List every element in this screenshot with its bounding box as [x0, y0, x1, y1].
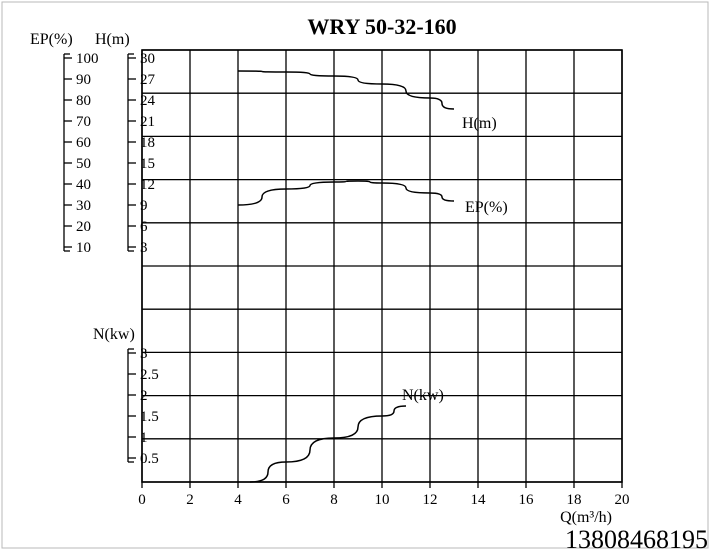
yaxis-label-ep: EP(%) [30, 31, 73, 48]
xtick-label: 0 [138, 492, 146, 508]
ytick-label: 90 [76, 72, 91, 88]
xtick-label: 14 [471, 492, 487, 508]
chart-title: WRY 50-32-160 [307, 14, 456, 39]
xtick-label: 20 [615, 492, 630, 508]
xtick-label: 8 [330, 492, 338, 508]
ytick-label: 24 [140, 93, 156, 109]
ytick-label: 30 [140, 51, 155, 67]
xtick-label: 10 [375, 492, 390, 508]
ytick-label: 3 [140, 346, 148, 362]
ytick-label: 100 [76, 51, 99, 67]
curve-label-EP: EP(%) [465, 199, 508, 216]
ytick-label: 15 [140, 156, 155, 172]
ytick-label: 9 [140, 198, 148, 214]
ytick-label: 40 [76, 177, 91, 193]
ytick-label: 10 [76, 240, 91, 256]
ytick-label: 3 [140, 240, 148, 256]
ytick-label: 60 [76, 135, 91, 151]
xtick-label: 6 [282, 492, 290, 508]
ytick-label: 0.5 [140, 451, 159, 467]
curve-label-H: H(m) [462, 115, 497, 132]
ytick-label: 80 [76, 93, 91, 109]
ytick-label: 1.5 [140, 409, 159, 425]
ytick-label: 27 [140, 72, 156, 88]
curve-label-N: N(kw) [402, 387, 444, 404]
ytick-label: 70 [76, 114, 91, 130]
curve-EP [238, 181, 454, 205]
curve-H [238, 71, 454, 109]
xtick-label: 2 [186, 492, 194, 508]
ytick-label: 6 [140, 219, 148, 235]
ytick-label: 20 [76, 219, 91, 235]
ytick-label: 50 [76, 156, 91, 172]
ytick-label: 21 [140, 114, 155, 130]
ytick-label: 30 [76, 198, 91, 214]
watermark: 13808468195 [565, 525, 708, 550]
xtick-label: 16 [519, 492, 535, 508]
ytick-label: 18 [140, 135, 155, 151]
yaxis-label-hm: H(m) [95, 31, 130, 48]
ytick-label: 1 [140, 430, 148, 446]
xtick-label: 12 [423, 492, 438, 508]
image-border [2, 2, 708, 548]
ytick-label: 12 [140, 177, 155, 193]
xlabel: Q(m³/h) [560, 509, 612, 526]
xtick-label: 18 [567, 492, 582, 508]
ytick-label: 2.5 [140, 367, 159, 383]
xtick-label: 4 [234, 492, 242, 508]
ytick-label: 2 [140, 388, 148, 404]
yaxis-label-nkw: N(kw) [93, 326, 135, 343]
